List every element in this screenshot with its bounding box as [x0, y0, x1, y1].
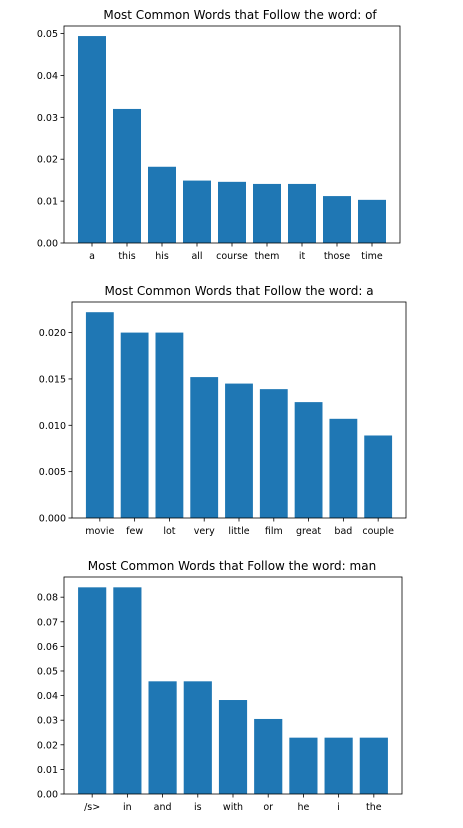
x-tick-label: all [191, 251, 202, 262]
x-tick-label: a [89, 251, 95, 262]
y-tick-label: 0.015 [39, 374, 66, 385]
bar-movie [85, 312, 114, 518]
y-tick-label: 0.01 [37, 197, 58, 208]
y-tick-label: 0.00 [37, 239, 58, 250]
chart-man: Most Common Words that Follow the word: … [37, 559, 403, 813]
y-tick-label: 0.04 [37, 71, 58, 82]
x-tick-label: couple [362, 526, 394, 537]
bar-a [78, 36, 106, 243]
y-tick-label: 0.005 [39, 467, 66, 478]
bar-he [289, 737, 318, 794]
bar-lot [155, 332, 184, 518]
y-tick-label: 0.03 [37, 113, 58, 124]
x-tick-label: is [194, 802, 202, 813]
bar-few [120, 332, 149, 518]
x-tick-label: those [324, 251, 351, 262]
x-tick-label: little [228, 526, 249, 537]
x-tick-label: in [123, 802, 132, 813]
bar-little [225, 383, 253, 518]
y-tick-label: 0.01 [37, 765, 58, 776]
axes-frame [63, 576, 403, 795]
x-tick-label: very [194, 526, 215, 537]
x-tick-label: them [255, 251, 280, 262]
chart-of: Most Common Words that Follow the word: … [37, 8, 401, 262]
bar-it [288, 183, 316, 243]
bar-is [183, 681, 212, 794]
y-tick-label: 0.08 [37, 593, 58, 604]
chart-a: Most Common Words that Follow the word: … [39, 284, 407, 537]
bar-great [294, 402, 323, 518]
y-tick-label: 0.05 [37, 666, 58, 677]
x-tick-label: it [299, 251, 306, 262]
y-tick-label: 0.06 [37, 642, 58, 653]
x-tick-label: i [337, 802, 340, 813]
x-tick-label: with [223, 802, 243, 813]
bar-time [358, 199, 386, 243]
y-tick-label: 0.07 [37, 617, 58, 628]
y-tick-label: 0.04 [37, 691, 58, 702]
y-tick-label: 0.05 [37, 29, 58, 40]
y-tick-label: 0.03 [37, 716, 58, 727]
x-tick-label: lot [163, 526, 175, 537]
chart-title: Most Common Words that Follow the word: … [103, 8, 377, 22]
bar-those [323, 196, 351, 243]
y-tick-label: 0.02 [37, 740, 58, 751]
axes-frame [63, 25, 401, 244]
x-tick-label: film [265, 526, 283, 537]
y-tick-label: 0.020 [39, 328, 66, 339]
bar-them [253, 183, 281, 243]
x-tick-label: his [155, 251, 169, 262]
chart-title: Most Common Words that Follow the word: … [104, 284, 373, 298]
x-tick-label: great [296, 526, 321, 537]
bar-film [259, 389, 288, 518]
x-tick-label: bad [334, 526, 352, 537]
chart-title: Most Common Words that Follow the word: … [88, 559, 376, 573]
x-tick-label: few [126, 526, 143, 537]
x-tick-label: he [297, 802, 309, 813]
y-tick-label: 0.00 [37, 790, 58, 801]
bar-i [324, 737, 353, 794]
x-tick-label: course [216, 251, 248, 262]
y-tick-label: 0.02 [37, 155, 58, 166]
bar-his [148, 166, 176, 243]
x-tick-label: time [361, 251, 383, 262]
bar-course [218, 181, 246, 243]
bar-and [148, 681, 177, 794]
bar-with [218, 700, 248, 794]
axes-frame [71, 301, 407, 519]
bar-bad [329, 418, 358, 518]
bar-very [190, 377, 219, 518]
bar-the [359, 737, 388, 794]
y-tick-label: 0.010 [39, 421, 66, 432]
bar-all [183, 180, 211, 243]
x-tick-label: movie [85, 526, 114, 537]
x-tick-label: or [263, 802, 273, 813]
y-tick-label: 0.000 [39, 514, 66, 525]
bar-this [113, 108, 141, 243]
bar-s [78, 587, 107, 794]
bar-in [113, 587, 142, 794]
x-tick-label: /s> [84, 802, 100, 813]
x-tick-label: and [154, 802, 172, 813]
x-tick-label: the [366, 802, 382, 813]
x-tick-label: this [118, 251, 135, 262]
bar-or [254, 718, 283, 794]
bar-couple [364, 435, 393, 518]
